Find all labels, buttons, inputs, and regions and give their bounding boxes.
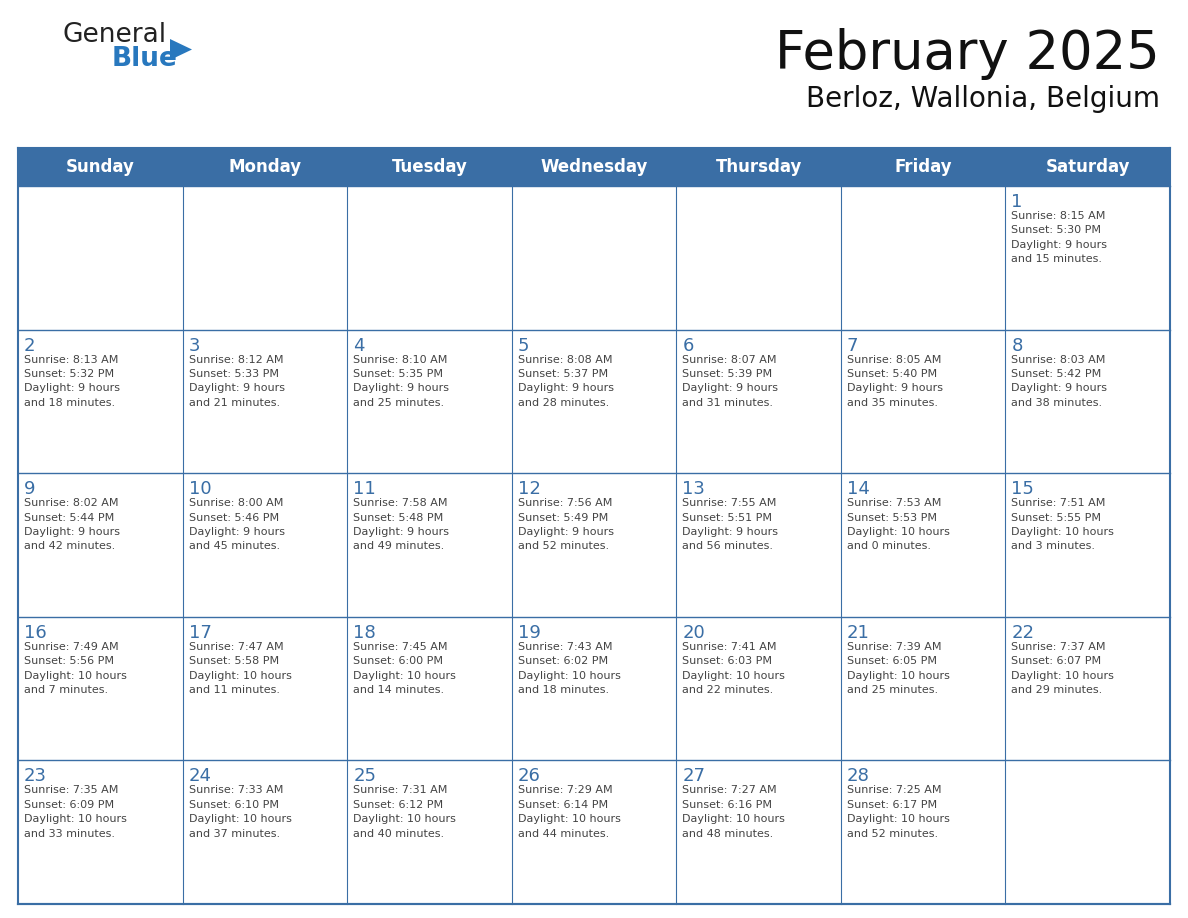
Text: Sunrise: 7:39 AM
Sunset: 6:05 PM
Daylight: 10 hours
and 25 minutes.: Sunrise: 7:39 AM Sunset: 6:05 PM Dayligh… (847, 642, 949, 695)
Text: Sunrise: 8:10 AM
Sunset: 5:35 PM
Daylight: 9 hours
and 25 minutes.: Sunrise: 8:10 AM Sunset: 5:35 PM Dayligh… (353, 354, 449, 408)
Text: Tuesday: Tuesday (392, 158, 467, 176)
Text: Sunrise: 7:53 AM
Sunset: 5:53 PM
Daylight: 10 hours
and 0 minutes.: Sunrise: 7:53 AM Sunset: 5:53 PM Dayligh… (847, 498, 949, 552)
Text: Sunrise: 8:05 AM
Sunset: 5:40 PM
Daylight: 9 hours
and 35 minutes.: Sunrise: 8:05 AM Sunset: 5:40 PM Dayligh… (847, 354, 943, 408)
Text: 9: 9 (24, 480, 36, 498)
Text: 5: 5 (518, 337, 529, 354)
Text: 16: 16 (24, 624, 46, 642)
Text: 22: 22 (1011, 624, 1035, 642)
Text: 7: 7 (847, 337, 859, 354)
Text: Blue: Blue (112, 46, 178, 72)
Text: Sunrise: 7:41 AM
Sunset: 6:03 PM
Daylight: 10 hours
and 22 minutes.: Sunrise: 7:41 AM Sunset: 6:03 PM Dayligh… (682, 642, 785, 695)
Text: Sunrise: 8:07 AM
Sunset: 5:39 PM
Daylight: 9 hours
and 31 minutes.: Sunrise: 8:07 AM Sunset: 5:39 PM Dayligh… (682, 354, 778, 408)
Text: Sunrise: 7:51 AM
Sunset: 5:55 PM
Daylight: 10 hours
and 3 minutes.: Sunrise: 7:51 AM Sunset: 5:55 PM Dayligh… (1011, 498, 1114, 552)
Text: Sunrise: 7:47 AM
Sunset: 5:58 PM
Daylight: 10 hours
and 11 minutes.: Sunrise: 7:47 AM Sunset: 5:58 PM Dayligh… (189, 642, 291, 695)
Text: February 2025: February 2025 (776, 28, 1159, 80)
Text: 18: 18 (353, 624, 375, 642)
Bar (676, 148, 841, 186)
Text: Sunrise: 7:27 AM
Sunset: 6:16 PM
Daylight: 10 hours
and 48 minutes.: Sunrise: 7:27 AM Sunset: 6:16 PM Dayligh… (682, 786, 785, 839)
Text: 12: 12 (518, 480, 541, 498)
Text: Sunrise: 7:35 AM
Sunset: 6:09 PM
Daylight: 10 hours
and 33 minutes.: Sunrise: 7:35 AM Sunset: 6:09 PM Dayligh… (24, 786, 127, 839)
Text: Sunrise: 8:13 AM
Sunset: 5:32 PM
Daylight: 9 hours
and 18 minutes.: Sunrise: 8:13 AM Sunset: 5:32 PM Dayligh… (24, 354, 120, 408)
Bar (18, 617, 1170, 760)
Text: Berloz, Wallonia, Belgium: Berloz, Wallonia, Belgium (805, 85, 1159, 113)
Text: 13: 13 (682, 480, 706, 498)
Text: Sunrise: 7:56 AM
Sunset: 5:49 PM
Daylight: 9 hours
and 52 minutes.: Sunrise: 7:56 AM Sunset: 5:49 PM Dayligh… (518, 498, 614, 552)
Text: Sunrise: 7:43 AM
Sunset: 6:02 PM
Daylight: 10 hours
and 18 minutes.: Sunrise: 7:43 AM Sunset: 6:02 PM Dayligh… (518, 642, 620, 695)
Bar (183, 148, 347, 186)
Text: Monday: Monday (228, 158, 302, 176)
Bar (18, 473, 1170, 617)
Text: 10: 10 (189, 480, 211, 498)
Text: 21: 21 (847, 624, 870, 642)
Text: Sunrise: 8:12 AM
Sunset: 5:33 PM
Daylight: 9 hours
and 21 minutes.: Sunrise: 8:12 AM Sunset: 5:33 PM Dayligh… (189, 354, 285, 408)
Text: Sunrise: 8:00 AM
Sunset: 5:46 PM
Daylight: 9 hours
and 45 minutes.: Sunrise: 8:00 AM Sunset: 5:46 PM Dayligh… (189, 498, 285, 552)
Text: 4: 4 (353, 337, 365, 354)
Bar (18, 186, 1170, 330)
Text: Friday: Friday (895, 158, 952, 176)
Text: 1: 1 (1011, 193, 1023, 211)
Text: 28: 28 (847, 767, 870, 786)
Polygon shape (170, 39, 192, 60)
Text: 2: 2 (24, 337, 36, 354)
Text: Sunrise: 8:03 AM
Sunset: 5:42 PM
Daylight: 9 hours
and 38 minutes.: Sunrise: 8:03 AM Sunset: 5:42 PM Dayligh… (1011, 354, 1107, 408)
Bar (18, 148, 183, 186)
Text: 23: 23 (24, 767, 48, 786)
Text: 17: 17 (189, 624, 211, 642)
Text: Wednesday: Wednesday (541, 158, 647, 176)
Text: 15: 15 (1011, 480, 1035, 498)
Bar (18, 330, 1170, 473)
Text: Thursday: Thursday (715, 158, 802, 176)
Text: 14: 14 (847, 480, 870, 498)
Bar (347, 148, 512, 186)
Bar (1005, 148, 1170, 186)
Text: Saturday: Saturday (1045, 158, 1130, 176)
Text: Sunrise: 8:15 AM
Sunset: 5:30 PM
Daylight: 9 hours
and 15 minutes.: Sunrise: 8:15 AM Sunset: 5:30 PM Dayligh… (1011, 211, 1107, 264)
Text: 8: 8 (1011, 337, 1023, 354)
Bar (18, 760, 1170, 904)
Text: Sunrise: 7:55 AM
Sunset: 5:51 PM
Daylight: 9 hours
and 56 minutes.: Sunrise: 7:55 AM Sunset: 5:51 PM Dayligh… (682, 498, 778, 552)
Text: Sunday: Sunday (65, 158, 134, 176)
Text: 27: 27 (682, 767, 706, 786)
Text: Sunrise: 8:02 AM
Sunset: 5:44 PM
Daylight: 9 hours
and 42 minutes.: Sunrise: 8:02 AM Sunset: 5:44 PM Dayligh… (24, 498, 120, 552)
Text: 11: 11 (353, 480, 375, 498)
Text: 3: 3 (189, 337, 200, 354)
Text: 24: 24 (189, 767, 211, 786)
Text: General: General (62, 22, 166, 48)
Bar (512, 148, 676, 186)
Text: Sunrise: 7:31 AM
Sunset: 6:12 PM
Daylight: 10 hours
and 40 minutes.: Sunrise: 7:31 AM Sunset: 6:12 PM Dayligh… (353, 786, 456, 839)
Text: Sunrise: 7:29 AM
Sunset: 6:14 PM
Daylight: 10 hours
and 44 minutes.: Sunrise: 7:29 AM Sunset: 6:14 PM Dayligh… (518, 786, 620, 839)
Text: 25: 25 (353, 767, 377, 786)
Bar (841, 148, 1005, 186)
Text: Sunrise: 7:25 AM
Sunset: 6:17 PM
Daylight: 10 hours
and 52 minutes.: Sunrise: 7:25 AM Sunset: 6:17 PM Dayligh… (847, 786, 949, 839)
Text: Sunrise: 7:33 AM
Sunset: 6:10 PM
Daylight: 10 hours
and 37 minutes.: Sunrise: 7:33 AM Sunset: 6:10 PM Dayligh… (189, 786, 291, 839)
Text: Sunrise: 7:37 AM
Sunset: 6:07 PM
Daylight: 10 hours
and 29 minutes.: Sunrise: 7:37 AM Sunset: 6:07 PM Dayligh… (1011, 642, 1114, 695)
Text: Sunrise: 8:08 AM
Sunset: 5:37 PM
Daylight: 9 hours
and 28 minutes.: Sunrise: 8:08 AM Sunset: 5:37 PM Dayligh… (518, 354, 614, 408)
Text: 26: 26 (518, 767, 541, 786)
Text: 19: 19 (518, 624, 541, 642)
Text: Sunrise: 7:45 AM
Sunset: 6:00 PM
Daylight: 10 hours
and 14 minutes.: Sunrise: 7:45 AM Sunset: 6:00 PM Dayligh… (353, 642, 456, 695)
Text: 20: 20 (682, 624, 704, 642)
Text: Sunrise: 7:49 AM
Sunset: 5:56 PM
Daylight: 10 hours
and 7 minutes.: Sunrise: 7:49 AM Sunset: 5:56 PM Dayligh… (24, 642, 127, 695)
Text: Sunrise: 7:58 AM
Sunset: 5:48 PM
Daylight: 9 hours
and 49 minutes.: Sunrise: 7:58 AM Sunset: 5:48 PM Dayligh… (353, 498, 449, 552)
Text: 6: 6 (682, 337, 694, 354)
